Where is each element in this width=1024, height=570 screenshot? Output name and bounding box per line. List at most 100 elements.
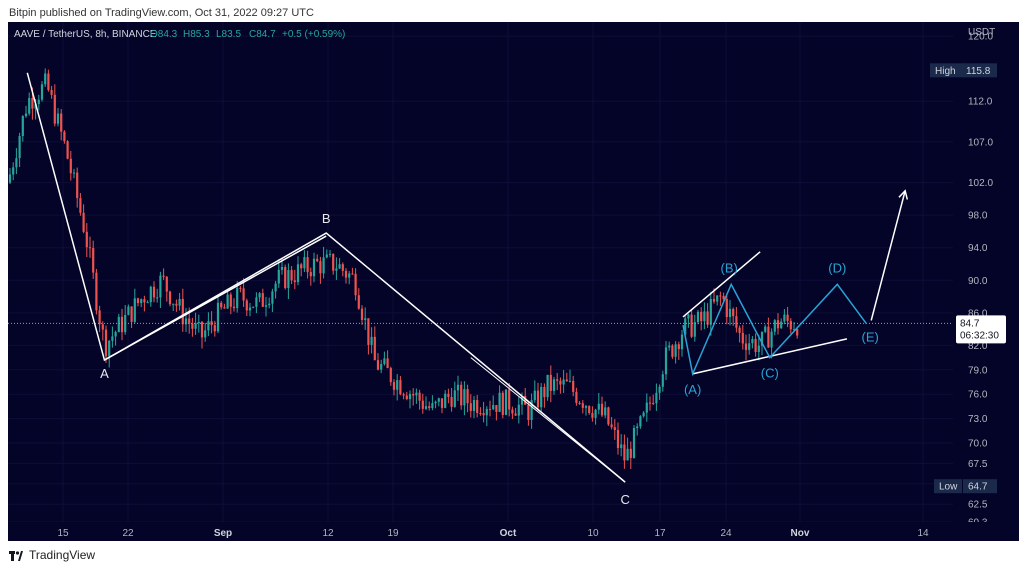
candle-body [376,360,380,370]
chart-pane[interactable]: A B C (A) (B) (C) (D) (E) USDT 120.0 112.0 107.0 10… [8,22,1019,541]
candle-body [498,392,501,412]
candle-body [258,293,261,298]
time-axis[interactable]: 15 22 Sep 12 19 Oct 10 17 24 Nov 14 [8,522,1019,541]
candle-body [751,338,754,344]
a-b-line[interactable] [104,235,327,361]
candle-body [412,393,415,396]
candle-body [623,444,626,461]
candle-body [604,407,607,416]
candle-body [120,316,124,333]
candle-body [367,318,370,345]
candle-body [648,402,652,404]
price-tick-label: 79.0 [968,365,988,376]
candle-body [780,321,783,329]
candle-body [671,345,674,357]
candle-body [8,174,12,183]
wave-label: C [620,492,629,507]
candle-body [767,326,770,348]
candle-body [504,389,508,415]
candle-body [60,113,63,132]
wave-label: (A) [684,382,701,397]
candle-body [700,311,703,322]
candle-body [53,94,56,124]
candle-body [392,382,396,390]
candle-body [146,302,149,304]
candle-body [520,395,524,405]
time-tick-label: 14 [917,528,929,539]
candle-body [261,293,264,307]
triangle-wave-line[interactable] [682,282,867,377]
candle-body [796,329,799,336]
candle-body [72,172,76,174]
candle-body [613,427,616,430]
wave-label: A [100,366,109,381]
low-value-badge [963,479,997,494]
candle-body [12,167,15,175]
last-price: 84.7 [960,318,980,329]
candle-body [776,320,780,329]
time-tick-label: 12 [322,528,334,539]
footer[interactable]: TradingView [9,548,95,562]
bar-countdown: 06:32:30 [960,330,999,341]
price-tick-label: 94.0 [968,243,988,254]
candle-body [655,392,658,404]
candle-body [600,403,604,416]
candle-body [79,198,82,213]
candle-body [348,273,351,278]
candle-body [76,172,79,199]
breakout-arrow-line[interactable] [870,190,906,321]
price-axis-bg [953,22,1019,541]
candle-body [309,272,312,277]
high-value-badge [963,63,997,78]
price-tick-label: 67.5 [968,459,988,470]
ohlc-value: H85.3 [183,29,210,40]
candle-body [447,393,450,397]
candle-body [434,401,437,404]
candle-body [319,261,322,274]
wave-label: (E) [862,329,879,344]
candle-body [357,295,360,309]
candle-body [472,400,476,411]
c-leg[interactable] [470,357,626,483]
price-tick-label: 76.0 [968,390,988,401]
triangle-upper-line[interactable] [682,251,761,318]
candle-body [31,98,34,109]
candle-body [482,413,485,416]
candle-body [66,141,69,159]
candle-body [479,413,482,415]
candle-body [626,448,629,461]
wave-label: (C) [761,366,779,381]
candle-body [773,320,776,332]
candle-body [572,380,575,392]
candle-body [383,358,386,364]
candle-body [229,294,232,307]
candle-body [495,405,498,412]
candle-body [296,264,300,283]
candle-body [63,131,66,142]
price-tick-label: 107.0 [968,137,993,148]
candle-body [47,73,50,90]
candle-body [431,403,434,408]
abc-wave-line[interactable] [26,72,626,483]
candle-body [485,408,488,416]
time-tick-label: 19 [387,528,399,539]
candle-body [424,406,428,409]
candle-body [748,343,751,350]
currency-label: USDT [968,27,995,38]
candle-body [559,380,562,385]
candle-body [735,316,738,328]
candle-body [568,380,572,382]
candle-body [645,402,648,413]
candle-body [178,298,181,306]
symbol-legend: AAVE / TetherUS, 8h, BINANCE [14,29,157,40]
candle-body [133,298,136,322]
candle-body [255,297,258,307]
candle-body [402,394,405,396]
wave-annotations[interactable]: A B C (A) (B) (C) (D) (E) [26,72,909,507]
price-tick-label: 102.0 [968,178,993,189]
candle-body [428,406,431,408]
candle-body [82,212,85,232]
candle-body [373,336,376,361]
